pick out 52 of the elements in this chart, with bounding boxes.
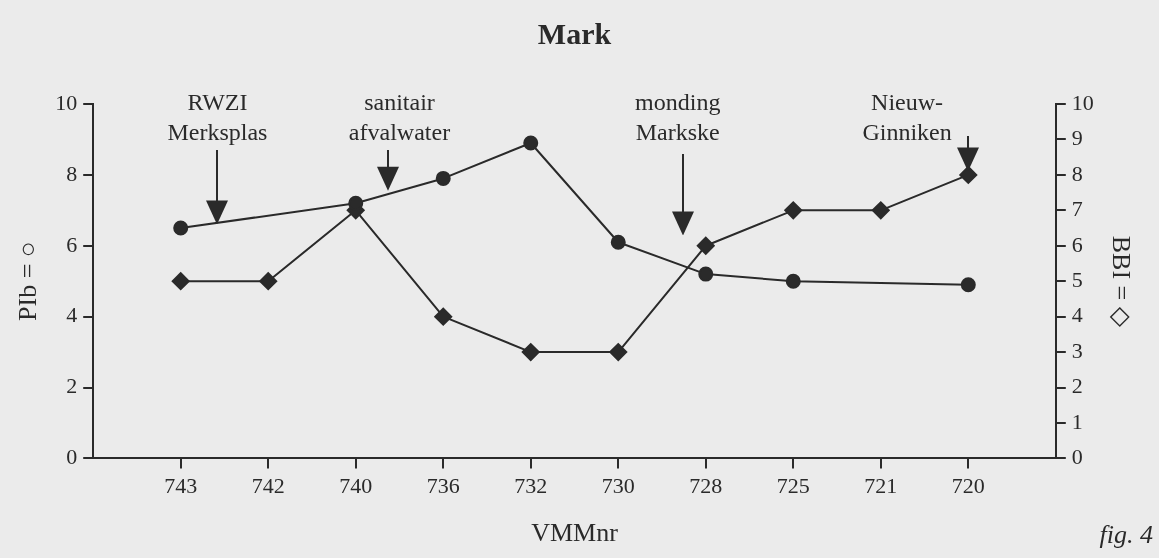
x-tick-label: 725 [776, 473, 810, 499]
x-tick-label: 736 [426, 473, 460, 499]
point [171, 272, 190, 291]
point [609, 343, 628, 362]
y2-tick-label: 2 [1071, 373, 1083, 399]
point [784, 201, 803, 220]
y-tick-label: 10 [55, 89, 78, 115]
y2-tick-label: 6 [1071, 231, 1083, 257]
x-tick-label: 740 [339, 473, 373, 499]
x-tick-label: 728 [689, 473, 723, 499]
point [523, 135, 539, 151]
caption: fig. 4 [1099, 519, 1153, 549]
annotation: monding Markske [635, 89, 721, 146]
y2-tick-label: 0 [1071, 444, 1083, 470]
point [960, 277, 976, 293]
chart-title: Mark [537, 16, 612, 50]
y-axis-title: PIb = ○ [13, 241, 43, 321]
point [259, 272, 278, 291]
point [434, 307, 453, 326]
y-tick-label: 4 [66, 302, 78, 328]
point [698, 266, 714, 282]
y2-tick-label: 9 [1071, 125, 1083, 151]
x-tick-label: 720 [951, 473, 985, 499]
y2-tick-label: 4 [1071, 302, 1083, 328]
point [435, 170, 451, 186]
annotation: Nieuw- Ginniken [862, 89, 952, 146]
y2-tick-label: 7 [1071, 196, 1083, 222]
x-tick-label: 730 [601, 473, 635, 499]
y-tick-label: 0 [66, 444, 78, 470]
y2-tick-label: 1 [1071, 408, 1083, 434]
y2-axis-title: BBI = ◇ [1106, 235, 1136, 327]
point [871, 201, 890, 220]
x-axis-title: VMMnr [531, 518, 619, 548]
point [521, 343, 540, 362]
point [959, 165, 978, 184]
y-tick-label: 6 [66, 231, 78, 257]
x-tick-label: 732 [514, 473, 548, 499]
y2-tick-label: 10 [1071, 89, 1094, 115]
annotation: RWZI Merksplas [167, 89, 268, 146]
point [696, 236, 715, 255]
y2-tick-label: 8 [1071, 160, 1083, 186]
y2-tick-label: 3 [1071, 337, 1083, 363]
x-tick-label: 721 [864, 473, 898, 499]
y-tick-label: 8 [66, 160, 78, 186]
point [173, 220, 189, 236]
x-tick-label: 743 [164, 473, 198, 499]
x-tick-label: 742 [251, 473, 285, 499]
annotation: sanitair afvalwater [348, 89, 451, 146]
point [610, 234, 626, 250]
y2-tick-label: 5 [1071, 266, 1083, 292]
y-tick-label: 2 [66, 373, 78, 399]
point [785, 273, 801, 289]
